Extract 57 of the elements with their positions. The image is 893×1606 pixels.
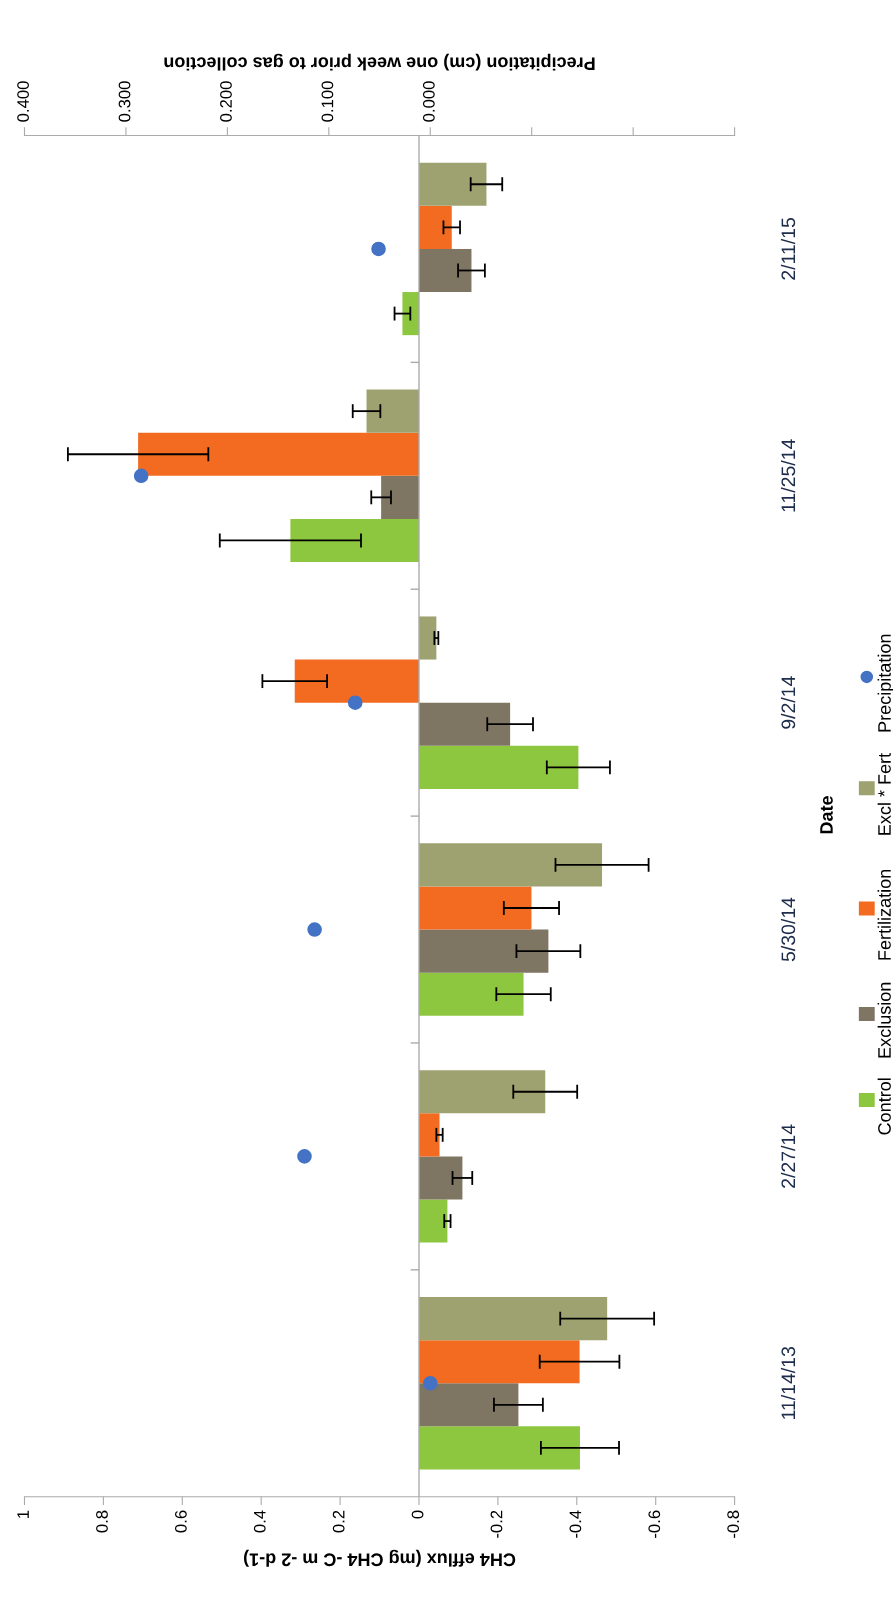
x-tick-label: 0.2 [332,1510,345,1533]
bar [294,659,419,703]
bar [419,1113,440,1157]
bar [419,616,437,660]
bar [419,1156,463,1200]
y-tick-label: 9/2/14 [780,676,796,729]
y-tick-label: 11/14/13 [780,1346,796,1419]
legend-label: Fertilization [877,869,891,960]
bar [419,1070,546,1114]
bar [419,1199,448,1243]
x-tick-label: -0.4 [569,1510,582,1538]
x-tick-label: 0.6 [174,1510,187,1533]
x-tick-label: -0.8 [727,1510,740,1538]
bar [419,843,603,887]
bar [381,475,419,519]
y-tick-label: 2/27/14 [780,1124,796,1188]
y-tick-label: 2/11/15 [780,218,796,280]
bar [419,886,532,930]
bar [419,929,549,973]
bar [419,1340,580,1384]
point [133,468,149,484]
x-tick-label: 1 [17,1510,29,1518]
y-axis-title: Date [820,796,833,834]
bar [419,248,472,293]
point [307,922,322,937]
x2-tick-label: 0.200 [220,81,232,122]
point [347,695,363,710]
x2-tick-label: 0.300 [118,81,131,122]
x-tick-label: -0.6 [648,1510,661,1538]
y-tick-label: 11/25/14 [780,439,796,512]
x2-tick-label: 0.400 [17,81,29,122]
x-tick-label: 0.4 [253,1510,266,1533]
bar [419,162,487,206]
point [422,1375,438,1391]
bar [419,1426,580,1470]
x-tick-label: 0 [411,1510,424,1519]
x2-tick-label: 0.100 [321,81,334,122]
x-axis-title: CH4 efflux (mg CH4 -C m -2 d-1) [244,1549,516,1567]
x2-tick-label: 0.000 [422,81,435,122]
legend-label: Control [877,1078,891,1135]
x-tick-label: -0.2 [490,1510,503,1538]
bar [419,1383,519,1427]
bar [366,389,419,433]
bar [419,745,579,789]
bar [419,1297,608,1341]
y-tick-label: 5/30/14 [780,897,796,962]
point [297,1149,312,1164]
bar [419,702,511,746]
legend-label: Excl * Fert [877,753,891,835]
x2-axis-title: Precipitation (cm) one week prior to gas collection [164,53,595,71]
bar [290,518,419,563]
legend-label: Exclusion [877,982,891,1058]
bar [419,205,452,249]
x-tick-label: 0.8 [96,1510,108,1533]
point [371,241,386,257]
bar [138,432,419,476]
bar [419,972,524,1016]
